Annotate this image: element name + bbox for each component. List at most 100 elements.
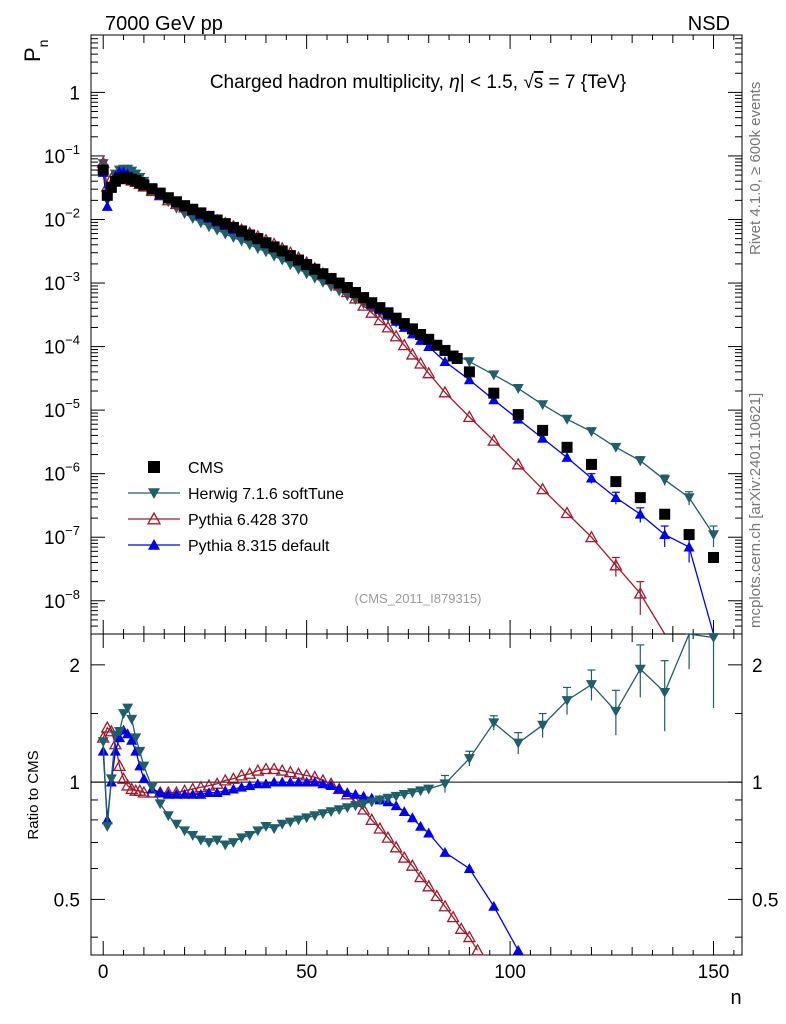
data-point-cms <box>195 207 207 219</box>
data-point-pythia6 <box>381 830 395 843</box>
ytick-label: 1 <box>69 773 80 794</box>
data-point-herwig <box>439 779 451 790</box>
data-point-cms <box>211 214 223 226</box>
data-point-herwig <box>537 720 549 731</box>
data-point-herwig <box>126 714 138 725</box>
data-point-herwig <box>293 815 305 826</box>
data-point-cms <box>236 225 248 237</box>
data-point-pythia8 <box>439 846 451 857</box>
legend-marker <box>146 511 162 525</box>
ytick-label: 2 <box>69 656 80 677</box>
data-point-cms <box>138 179 150 191</box>
data-point-herwig <box>236 833 248 844</box>
data-point-cms <box>227 221 239 233</box>
data-point-pythia6 <box>267 762 281 775</box>
series-herwig <box>97 633 720 851</box>
data-point-pythia6 <box>251 763 265 776</box>
legend: CMS Herwig 7.1.6 softTune Pythia 6.428 370… <box>128 460 344 555</box>
data-point-herwig <box>708 633 720 644</box>
data-point-pythia8 <box>537 432 549 443</box>
data-point-pythia8 <box>211 787 223 798</box>
series-pythia6 <box>96 155 690 635</box>
data-point-herwig <box>659 687 671 698</box>
data-point-cms <box>374 302 386 314</box>
data-point-pythia8 <box>219 785 231 796</box>
data-point-cms <box>659 508 671 520</box>
data-point-herwig <box>333 805 345 816</box>
data-point-pythia8 <box>341 787 353 798</box>
data-point-herwig <box>260 821 272 832</box>
series-pythia8 <box>97 166 715 635</box>
data-point-cms <box>154 187 166 199</box>
data-point-cms <box>203 210 215 222</box>
data-point-cms <box>349 286 361 298</box>
ytick-label: 10−4 <box>44 333 80 359</box>
data-point-cms <box>260 237 272 249</box>
data-point-pythia8 <box>162 788 174 799</box>
data-point-herwig <box>610 706 622 717</box>
data-point-pythia8 <box>398 806 410 817</box>
data-point-pythia8 <box>349 788 361 799</box>
mcplots-label: mcplots.cern.ch [arXiv:2401.10621] <box>747 393 764 628</box>
data-point-pythia6 <box>511 457 525 470</box>
data-point-cms <box>146 183 158 195</box>
data-point-cms <box>162 192 174 204</box>
data-point-pythia8 <box>276 776 288 787</box>
data-point-herwig <box>585 680 597 691</box>
data-point-pythia6 <box>137 785 151 798</box>
data-point-cms <box>341 282 353 294</box>
xtick-label: 0 <box>98 962 109 983</box>
data-point-pythia8 <box>101 201 113 211</box>
data-point-pythia6 <box>422 879 436 892</box>
data-point-herwig <box>374 795 386 806</box>
data-point-pythia8 <box>439 356 451 367</box>
rivet-label: Rivet 4.1.0, ≥ 600k events <box>747 82 764 255</box>
data-point-herwig <box>561 696 573 707</box>
data-point-herwig <box>130 733 142 744</box>
data-point-cms <box>431 339 443 351</box>
data-point-pythia8 <box>463 863 475 873</box>
lower-plot-frame <box>90 633 743 956</box>
data-point-herwig <box>244 830 256 841</box>
data-point-pythia8 <box>109 745 121 756</box>
data-point-cms <box>683 529 695 541</box>
data-point-cms <box>317 268 329 280</box>
xtick-label: 100 <box>494 962 526 983</box>
data-point-pythia8 <box>488 394 500 405</box>
data-point-herwig <box>488 370 500 381</box>
data-point-cms <box>610 476 622 488</box>
data-point-pythia6 <box>462 410 476 423</box>
legend-entry-cms: CMS <box>148 460 224 477</box>
legend-marker <box>148 461 160 473</box>
data-point-herwig <box>276 819 288 830</box>
data-point-pythia8 <box>195 788 207 799</box>
legend-label: Herwig 7.1.6 softTune <box>188 486 344 503</box>
data-point-pythia8 <box>317 778 329 789</box>
ytick-label: 10−7 <box>44 523 80 549</box>
ytick-label: 10−8 <box>44 587 80 613</box>
data-point-pythia6 <box>430 889 444 902</box>
data-point-pythia6 <box>560 506 574 519</box>
data-point-pythia6 <box>226 771 241 784</box>
data-point-pythia6 <box>438 899 452 912</box>
series-line-pythia6 <box>102 726 479 951</box>
ytick-label-right: 0.5 <box>752 890 778 911</box>
data-point-pythia8 <box>122 728 134 739</box>
data-point-cms <box>284 250 296 262</box>
ytick-label: 10−5 <box>44 396 80 422</box>
data-point-herwig <box>585 427 597 438</box>
data-point-pythia8 <box>293 776 305 787</box>
data-point-cms <box>219 218 231 230</box>
upper-ylabel-main: P <box>20 47 45 62</box>
data-point-pythia6 <box>405 858 420 871</box>
data-point-cms <box>301 259 313 271</box>
data-point-cms <box>244 229 256 241</box>
data-point-cms <box>634 492 646 504</box>
data-point-herwig <box>118 709 130 720</box>
data-point-pythia6 <box>259 762 273 775</box>
data-point-pythia6 <box>609 558 623 571</box>
data-point-cms <box>276 245 288 257</box>
data-point-pythia6 <box>275 763 289 776</box>
upper-ylabel-sub: n <box>35 40 51 48</box>
data-point-pythia8 <box>260 778 272 789</box>
